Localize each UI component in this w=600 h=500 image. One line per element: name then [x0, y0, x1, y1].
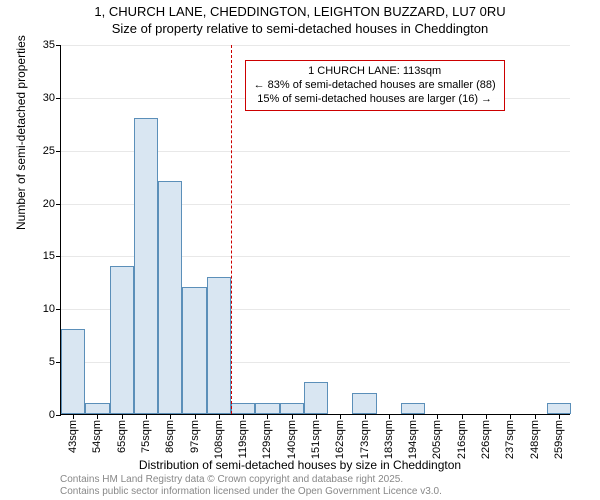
xtick-label: 194sqm [407, 420, 419, 459]
xtick-mark [437, 414, 438, 419]
histogram-bar [110, 266, 134, 414]
xtick-mark [510, 414, 511, 419]
ytick-mark [56, 415, 61, 416]
ytick-mark [56, 256, 61, 257]
annotation-line3: 15% of semi-detached houses are larger (… [254, 92, 496, 106]
y-axis-label: Number of semi-detached properties [14, 35, 28, 230]
histogram-bar [61, 329, 85, 414]
chart-title: 1, CHURCH LANE, CHEDDINGTON, LEIGHTON BU… [0, 4, 600, 38]
xtick-mark [535, 414, 536, 419]
xtick-mark [219, 414, 220, 419]
title-address: 1, CHURCH LANE, CHEDDINGTON, LEIGHTON BU… [0, 4, 600, 21]
xtick-label: 129sqm [261, 420, 273, 459]
xtick-mark [462, 414, 463, 419]
xtick-label: 216sqm [456, 420, 468, 459]
histogram-bar [207, 277, 231, 414]
xtick-label: 65sqm [116, 420, 128, 453]
ytick-label: 5 [35, 356, 55, 368]
xtick-label: 259sqm [553, 420, 565, 459]
xtick-mark [267, 414, 268, 419]
xtick-mark [146, 414, 147, 419]
ytick-label: 10 [35, 303, 55, 315]
ytick-label: 25 [35, 145, 55, 157]
xtick-label: 108sqm [213, 420, 225, 459]
xtick-label: 140sqm [286, 420, 298, 459]
ytick-mark [56, 151, 61, 152]
xtick-label: 119sqm [237, 420, 249, 458]
chart-container: 1, CHURCH LANE, CHEDDINGTON, LEIGHTON BU… [0, 0, 600, 500]
annotation-line1: 1 CHURCH LANE: 113sqm [254, 64, 496, 78]
ytick-label: 0 [35, 409, 55, 421]
xtick-label: 151sqm [310, 420, 322, 459]
ytick-mark [56, 204, 61, 205]
gridline [61, 45, 570, 46]
xtick-label: 162sqm [334, 420, 346, 459]
ytick-label: 15 [35, 250, 55, 262]
histogram-bar [547, 403, 571, 414]
xtick-mark [413, 414, 414, 419]
histogram-bar [352, 393, 376, 414]
xtick-mark [170, 414, 171, 419]
histogram-bar [401, 403, 425, 414]
xtick-label: 248sqm [529, 420, 541, 459]
plot: 0510152025303543sqm54sqm65sqm75sqm86sqm9… [60, 45, 570, 415]
xtick-label: 205sqm [431, 420, 443, 459]
histogram-bar [158, 181, 182, 414]
histogram-bar [280, 403, 304, 414]
xtick-mark [389, 414, 390, 419]
xtick-mark [122, 414, 123, 419]
x-axis-label: Distribution of semi-detached houses by … [0, 458, 600, 472]
xtick-label: 97sqm [189, 420, 201, 453]
xtick-label: 43sqm [67, 420, 79, 453]
xtick-label: 75sqm [140, 420, 152, 453]
histogram-bar [134, 118, 158, 414]
xtick-mark [243, 414, 244, 419]
xtick-label: 54sqm [91, 420, 103, 453]
xtick-mark [73, 414, 74, 419]
plot-area: 0510152025303543sqm54sqm65sqm75sqm86sqm9… [60, 45, 570, 415]
ytick-label: 35 [35, 39, 55, 51]
histogram-bar [255, 403, 279, 414]
property-marker-line [231, 45, 232, 414]
ytick-label: 30 [35, 92, 55, 104]
xtick-label: 173sqm [359, 420, 371, 459]
ytick-mark [56, 98, 61, 99]
xtick-mark [97, 414, 98, 419]
xtick-label: 226sqm [480, 420, 492, 459]
title-subtitle: Size of property relative to semi-detach… [0, 21, 600, 38]
xtick-label: 237sqm [504, 420, 516, 459]
xtick-mark [365, 414, 366, 419]
xtick-mark [559, 414, 560, 419]
ytick-mark [56, 45, 61, 46]
xtick-mark [340, 414, 341, 419]
ytick-label: 20 [35, 198, 55, 210]
histogram-bar [304, 382, 328, 414]
histogram-bar [85, 403, 109, 414]
ytick-mark [56, 309, 61, 310]
xtick-mark [292, 414, 293, 419]
attribution-footer: Contains HM Land Registry data © Crown c… [60, 474, 442, 498]
xtick-label: 183sqm [383, 420, 395, 459]
footer-line2: Contains public sector information licen… [60, 486, 442, 498]
xtick-label: 86sqm [164, 420, 176, 453]
annotation-line2: ← 83% of semi-detached houses are smalle… [254, 78, 496, 92]
histogram-bar [231, 403, 255, 414]
xtick-mark [195, 414, 196, 419]
xtick-mark [486, 414, 487, 419]
footer-line1: Contains HM Land Registry data © Crown c… [60, 474, 442, 486]
histogram-bar [182, 287, 206, 414]
annotation-box: 1 CHURCH LANE: 113sqm← 83% of semi-detac… [245, 60, 505, 111]
xtick-mark [316, 414, 317, 419]
